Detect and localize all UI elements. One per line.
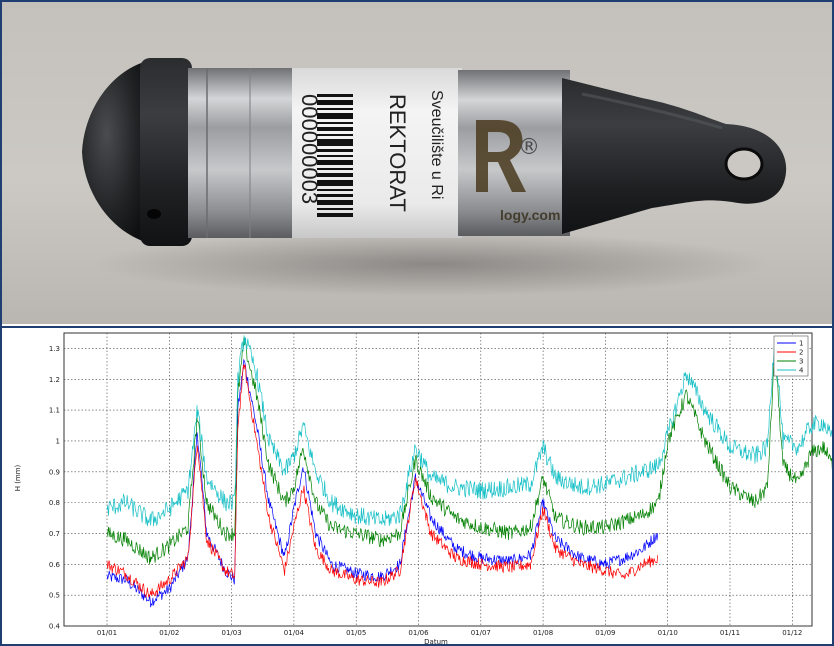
- steel-housing: [188, 68, 296, 238]
- x-tick-label: 01/07: [471, 629, 491, 637]
- y-tick-label: 1.3: [49, 345, 60, 353]
- y-tick-label: 0.4: [49, 623, 61, 631]
- x-tick-label: 01/08: [533, 629, 553, 637]
- y-tick-label: 1.2: [49, 376, 60, 384]
- x-axis-label: Datum: [424, 638, 448, 646]
- y-tick-label: 1: [56, 437, 60, 445]
- legend-entry: 2: [799, 349, 803, 357]
- x-tick-label: 01/04: [284, 629, 305, 637]
- vent-hole: [147, 209, 161, 219]
- legend-entry: 3: [799, 358, 803, 366]
- series-2-line: [106, 364, 659, 598]
- dome-cap: [82, 60, 152, 244]
- series-3-line: [106, 337, 832, 565]
- data-logger-photo: 000000003 REKTORAT Sveučilište u Ri ® lo…: [2, 2, 832, 324]
- logo-domain: logy.com: [500, 207, 560, 223]
- legend-entry: 4: [799, 367, 804, 375]
- x-tick-label: 01/02: [159, 629, 179, 637]
- x-tick-label: 01/06: [408, 629, 429, 637]
- y-tick-label: 0.7: [49, 530, 60, 538]
- y-axis-label: H (mm): [14, 464, 22, 491]
- y-tick-label: 0.5: [49, 592, 60, 600]
- series-1-line: [106, 358, 659, 608]
- y-tick-label: 1.1: [49, 407, 60, 415]
- series-lines: [106, 335, 832, 608]
- x-tick-label: 01/12: [782, 629, 802, 637]
- y-tick-label: 0.8: [49, 499, 60, 507]
- water-level-chart: 01/01 01/02 01/03 01/04 01/05 01/06 01/07 01/08…: [14, 332, 832, 646]
- rubber-tail: [562, 78, 787, 234]
- label-line-serial: 000000003: [297, 94, 322, 204]
- chart-panel: 01/01 01/02 01/03 01/04 01/05 01/06 01/07 01/08…: [2, 326, 832, 646]
- y-tick-label: 0.9: [49, 468, 60, 476]
- legend-entry: 1: [799, 340, 803, 348]
- logo-registered: ®: [518, 135, 540, 160]
- black-ring: [140, 58, 192, 246]
- x-tick-label: 01/05: [346, 629, 366, 637]
- x-tick-label: 01/11: [720, 629, 740, 637]
- barcode: [317, 94, 353, 217]
- x-tick-label: 01/03: [222, 629, 242, 637]
- x-tick-label: 01/09: [595, 629, 615, 637]
- axis-ticks: 01/01 01/02 01/03 01/04 01/05 01/06 01/07 01/08…: [49, 345, 803, 637]
- x-tick-label: 01/01: [97, 629, 117, 637]
- label-line-university: Sveučilište u Ri: [428, 90, 445, 199]
- grid-lines: [64, 333, 812, 627]
- x-tick-label: 01/10: [658, 629, 678, 637]
- lanyard-hole: [726, 149, 762, 179]
- photo-panel: 000000003 REKTORAT Sveučilište u Ri ® lo…: [2, 2, 832, 324]
- label-line-rektorat: REKTORAT: [385, 94, 410, 212]
- logo-engraving: ® logy.com: [476, 120, 560, 223]
- series-4-line: [106, 335, 832, 527]
- y-tick-label: 0.6: [49, 561, 61, 569]
